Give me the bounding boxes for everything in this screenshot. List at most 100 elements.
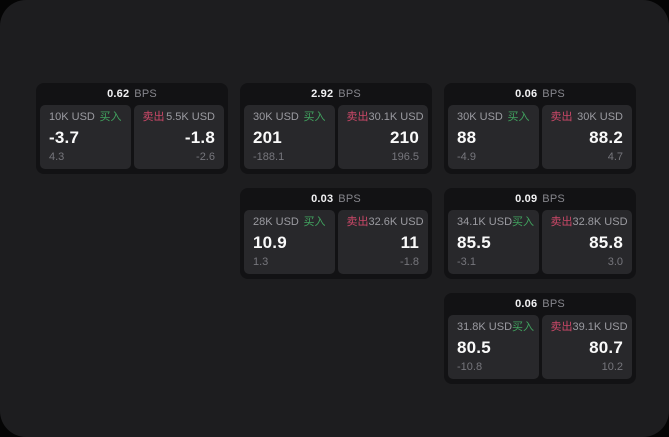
buy-price: 85.5 <box>457 233 491 252</box>
card-body: 31.8K USD 买入 80.5 -10.8 卖出 39.1K USD 80.… <box>444 315 636 379</box>
buy-sub-value: -10.8 <box>457 361 483 373</box>
card-body: 10K USD 买入 -3.7 4.3 卖出 5.5K USD -1.8 -2.… <box>36 105 228 169</box>
sell-price: 11 <box>400 233 419 252</box>
card-body: 30K USD 买入 201 -188.1 卖出 30.1K USD 210 1… <box>240 105 432 169</box>
spread-bps-value: 0.06 <box>515 298 538 310</box>
buy-pane-header: 30K USD 买入 <box>457 112 530 123</box>
buy-side-label: 买入 <box>507 111 530 123</box>
quote-card[interactable]: 2.92 BPS 30K USD 买入 201 -188.1 卖出 30.1K … <box>240 83 432 174</box>
sell-price: -1.8 <box>184 128 215 147</box>
buy-sub-value: -3.1 <box>457 256 476 268</box>
sell-price: 85.8 <box>589 233 623 252</box>
buy-pane-header: 28K USD 买入 <box>253 217 326 228</box>
bps-unit-label: BPS <box>338 193 361 205</box>
sell-pane[interactable]: 卖出 32.8K USD 85.8 3.0 <box>541 210 632 274</box>
quote-card[interactable]: 0.06 BPS 30K USD 买入 88 -4.9 卖出 30K USD 8… <box>444 83 636 174</box>
sell-pane[interactable]: 卖出 30.1K USD 210 196.5 <box>337 105 428 169</box>
sell-pane-header: 卖出 32.8K USD <box>550 216 628 228</box>
buy-side-label: 买入 <box>303 111 326 123</box>
card-header: 0.62 BPS <box>36 83 228 105</box>
sell-sub-value: 3.0 <box>607 256 623 268</box>
sell-pane-header: 卖出 30K USD <box>551 112 624 123</box>
buy-sub-value: 4.3 <box>49 151 65 163</box>
buy-price: 10.9 <box>253 233 287 252</box>
buy-pane[interactable]: 34.1K USD 买入 85.5 -3.1 <box>448 210 539 274</box>
sell-pane-header: 卖出 30.1K USD <box>347 112 424 123</box>
buy-notional: 30K USD <box>457 111 503 123</box>
buy-side-label: 买入 <box>303 216 326 228</box>
sell-side-label: 卖出 <box>346 216 369 228</box>
sell-pane-header: 卖出 39.1K USD <box>550 321 628 333</box>
spread-bps-value: 0.06 <box>515 88 538 100</box>
buy-pane[interactable]: 31.8K USD 买入 80.5 -10.8 <box>448 315 539 379</box>
quote-card[interactable]: 0.09 BPS 34.1K USD 买入 85.5 -3.1 卖出 32.8K… <box>444 188 636 279</box>
sell-sub-value: 196.5 <box>391 151 419 163</box>
bps-unit-label: BPS <box>542 193 565 205</box>
buy-pane[interactable]: 28K USD 买入 10.9 1.3 <box>244 210 335 274</box>
bps-unit-label: BPS <box>134 88 157 100</box>
bps-unit-label: BPS <box>542 88 565 100</box>
buy-sub-value: 1.3 <box>253 256 269 268</box>
buy-pane-header: 10K USD 买入 <box>49 112 122 123</box>
bps-unit-label: BPS <box>338 88 361 100</box>
buy-notional: 30K USD <box>253 111 299 123</box>
sell-pane[interactable]: 卖出 30K USD 88.2 4.7 <box>541 105 632 169</box>
sell-pane[interactable]: 卖出 32.6K USD 11 -1.8 <box>337 210 428 274</box>
sell-side-label: 卖出 <box>142 111 165 123</box>
spread-bps-value: 0.03 <box>311 193 334 205</box>
sell-pane-header: 卖出 32.6K USD <box>346 216 424 228</box>
sell-pane-header: 卖出 5.5K USD <box>143 112 216 123</box>
buy-notional: 34.1K USD <box>457 216 513 228</box>
quote-card[interactable]: 0.03 BPS 28K USD 买入 10.9 1.3 卖出 32.6K US… <box>240 188 432 279</box>
buy-notional: 31.8K USD <box>457 321 513 333</box>
sell-sub-value: -1.8 <box>400 256 419 268</box>
sell-sub-value: 4.7 <box>607 151 623 163</box>
buy-sub-value: -4.9 <box>457 151 476 163</box>
bps-unit-label: BPS <box>542 298 565 310</box>
spread-bps-value: 0.09 <box>515 193 538 205</box>
sell-notional: 39.1K USD <box>572 321 628 333</box>
buy-side-label: 买入 <box>99 111 122 123</box>
quote-card[interactable]: 0.62 BPS 10K USD 买入 -3.7 4.3 卖出 5.5K USD… <box>36 83 228 174</box>
buy-pane-header: 31.8K USD 买入 <box>457 321 534 333</box>
card-header: 0.06 BPS <box>444 293 636 315</box>
sell-price: 88.2 <box>589 128 623 147</box>
buy-sub-value: -188.1 <box>253 151 285 163</box>
sell-price: 80.7 <box>589 338 623 357</box>
sell-sub-value: -2.6 <box>196 151 215 163</box>
card-header: 0.03 BPS <box>240 188 432 210</box>
buy-pane-header: 30K USD 买入 <box>253 112 326 123</box>
buy-pane[interactable]: 10K USD 买入 -3.7 4.3 <box>40 105 131 169</box>
card-header: 0.09 BPS <box>444 188 636 210</box>
buy-price: 201 <box>253 128 282 147</box>
sell-pane[interactable]: 卖出 39.1K USD 80.7 10.2 <box>541 315 632 379</box>
buy-side-label: 买入 <box>512 216 535 228</box>
spread-bps-value: 2.92 <box>311 88 334 100</box>
buy-price: 88 <box>457 128 477 147</box>
card-header: 2.92 BPS <box>240 83 432 105</box>
sell-notional: 5.5K USD <box>166 111 215 123</box>
buy-side-label: 买入 <box>512 321 535 333</box>
card-header: 0.06 BPS <box>444 83 636 105</box>
quote-card[interactable]: 0.06 BPS 31.8K USD 买入 80.5 -10.8 卖出 39.1… <box>444 293 636 384</box>
spread-bps-value: 0.62 <box>107 88 130 100</box>
buy-price: -3.7 <box>49 128 80 147</box>
sell-notional: 32.6K USD <box>368 216 424 228</box>
sell-side-label: 卖出 <box>550 111 573 123</box>
sell-price: 210 <box>390 128 419 147</box>
sell-sub-value: 10.2 <box>601 361 623 373</box>
buy-price: 80.5 <box>457 338 491 357</box>
buy-notional: 28K USD <box>253 216 299 228</box>
sell-notional: 30.1K USD <box>368 111 424 123</box>
card-body: 30K USD 买入 88 -4.9 卖出 30K USD 88.2 4.7 <box>444 105 636 169</box>
sell-notional: 30K USD <box>577 111 623 123</box>
buy-notional: 10K USD <box>49 111 95 123</box>
sell-notional: 32.8K USD <box>572 216 628 228</box>
buy-pane[interactable]: 30K USD 买入 201 -188.1 <box>244 105 335 169</box>
sell-side-label: 卖出 <box>550 216 573 228</box>
sell-pane[interactable]: 卖出 5.5K USD -1.8 -2.6 <box>133 105 224 169</box>
buy-pane[interactable]: 30K USD 买入 88 -4.9 <box>448 105 539 169</box>
sell-side-label: 卖出 <box>550 321 573 333</box>
card-body: 28K USD 买入 10.9 1.3 卖出 32.6K USD 11 -1.8 <box>240 210 432 274</box>
